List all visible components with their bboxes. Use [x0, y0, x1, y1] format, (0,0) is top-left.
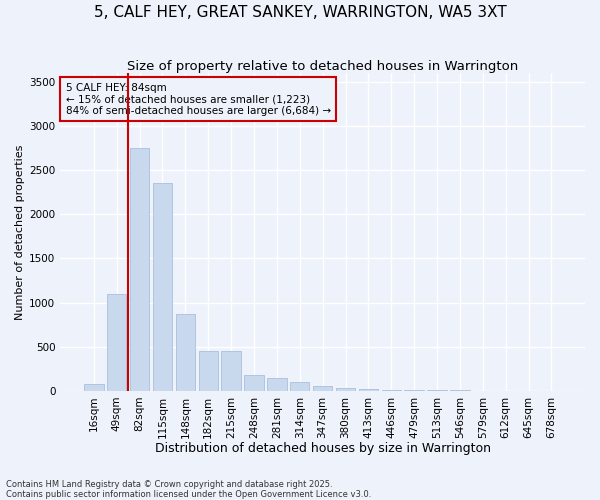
Bar [107, 294, 127, 391]
Bar [199, 351, 218, 391]
X-axis label: Distribution of detached houses by size in Warrington: Distribution of detached houses by size … [155, 442, 491, 455]
Bar [221, 351, 241, 391]
Bar [382, 390, 401, 391]
Bar [290, 382, 310, 391]
Bar [359, 389, 378, 391]
Bar [153, 184, 172, 391]
Bar [84, 384, 104, 391]
Text: Contains HM Land Registry data © Crown copyright and database right 2025.
Contai: Contains HM Land Registry data © Crown c… [6, 480, 371, 499]
Text: 5, CALF HEY, GREAT SANKEY, WARRINGTON, WA5 3XT: 5, CALF HEY, GREAT SANKEY, WARRINGTON, W… [94, 5, 506, 20]
Bar [130, 148, 149, 391]
Bar [176, 314, 195, 391]
Bar [267, 378, 287, 391]
Y-axis label: Number of detached properties: Number of detached properties [15, 144, 25, 320]
Bar [244, 376, 264, 391]
Bar [336, 388, 355, 391]
Title: Size of property relative to detached houses in Warrington: Size of property relative to detached ho… [127, 60, 518, 73]
Text: 5 CALF HEY: 84sqm
← 15% of detached houses are smaller (1,223)
84% of semi-detac: 5 CALF HEY: 84sqm ← 15% of detached hous… [65, 82, 331, 116]
Bar [404, 390, 424, 391]
Bar [313, 386, 332, 391]
